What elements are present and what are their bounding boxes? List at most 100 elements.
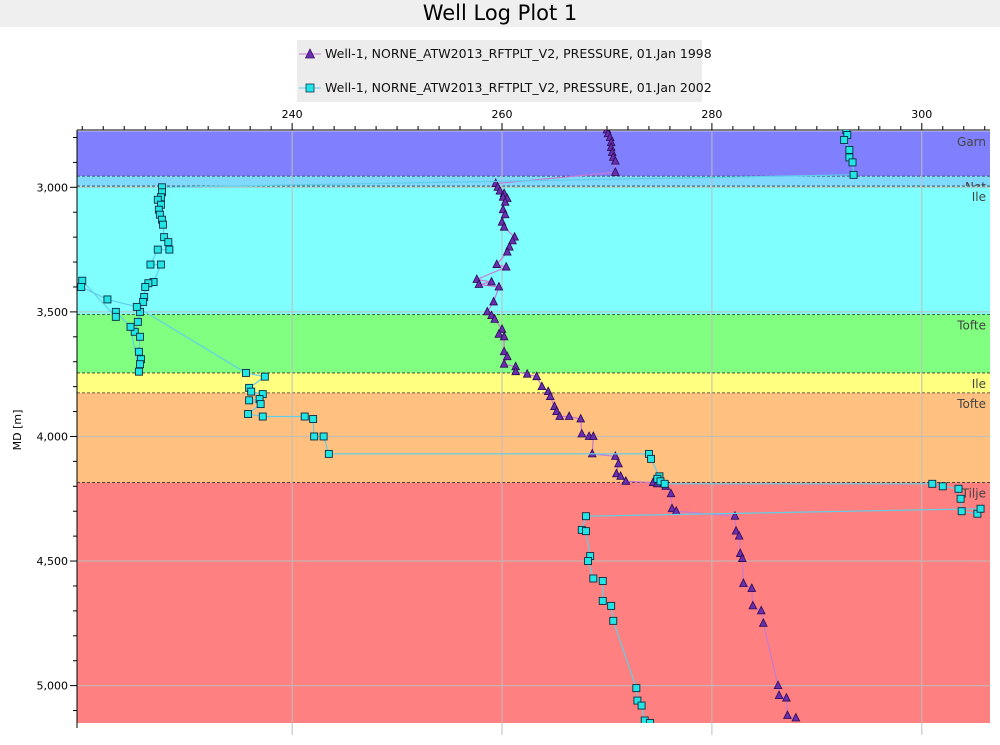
axes-layer: 240 260 280 300 3,000 3,500 4,000 4,500 5,000 bbox=[37, 108, 990, 728]
data-point bbox=[134, 347, 143, 356]
data-point bbox=[537, 381, 547, 391]
x-tick-label-2: 280 bbox=[701, 108, 722, 121]
grid-layer bbox=[77, 130, 990, 735]
series-0 bbox=[472, 130, 801, 722]
data-point bbox=[552, 406, 562, 415]
data-point bbox=[136, 360, 144, 369]
data-point bbox=[956, 494, 965, 503]
zones-layer: GarnNotIleTofteIleTofteTilje bbox=[77, 131, 990, 723]
data-point bbox=[245, 396, 254, 405]
x-tick-label-1: 260 bbox=[492, 108, 513, 121]
data-point bbox=[582, 512, 590, 521]
data-point bbox=[637, 701, 646, 710]
data-point bbox=[146, 260, 155, 269]
y-tick-label-2: 4,000 bbox=[37, 430, 69, 443]
data-point bbox=[607, 601, 616, 610]
data-point bbox=[576, 413, 586, 423]
y-tick-label-1: 3,500 bbox=[37, 306, 69, 319]
zone-label-4: Ile bbox=[972, 377, 986, 391]
zone-label-0: Garn bbox=[957, 135, 986, 149]
data-point bbox=[584, 557, 593, 565]
data-point bbox=[938, 482, 947, 491]
data-point bbox=[610, 166, 620, 176]
zone-band-5 bbox=[77, 392, 990, 483]
data-point bbox=[139, 297, 148, 306]
data-point bbox=[957, 507, 966, 516]
data-point bbox=[598, 577, 607, 585]
data-point bbox=[157, 260, 165, 269]
data-point bbox=[667, 503, 677, 513]
y-tick-label-3: 4,500 bbox=[37, 555, 69, 568]
data-point bbox=[258, 412, 267, 421]
data-point bbox=[256, 400, 265, 409]
data-point bbox=[598, 596, 607, 605]
data-point bbox=[508, 235, 517, 245]
data-point bbox=[660, 479, 669, 488]
data-point bbox=[582, 527, 590, 536]
legend-label-1998: Well-1, NORNE_ATW2013_RFTPLT_V2, PRESSUR… bbox=[325, 46, 712, 61]
data-point bbox=[300, 412, 309, 421]
data-point bbox=[500, 209, 510, 219]
data-point bbox=[247, 387, 256, 396]
data-point bbox=[621, 475, 631, 485]
data-point bbox=[260, 372, 269, 381]
data-point bbox=[159, 220, 168, 229]
data-point bbox=[545, 391, 555, 401]
legend-swatch-2002 bbox=[299, 83, 321, 93]
data-point bbox=[747, 583, 757, 592]
data-point bbox=[136, 332, 144, 341]
data-point bbox=[954, 484, 963, 493]
data-point bbox=[577, 428, 587, 438]
data-point bbox=[492, 259, 502, 268]
legend-item-1998[interactable]: Well-1, NORNE_ATW2013_RFTPLT_V2, PRESSUR… bbox=[297, 41, 712, 67]
data-point bbox=[522, 368, 532, 378]
title-bar: Well Log Plot 1 bbox=[0, 0, 1000, 27]
data-point bbox=[103, 295, 112, 304]
data-point bbox=[633, 696, 642, 705]
data-point bbox=[564, 411, 574, 420]
data-point bbox=[774, 690, 784, 699]
data-point bbox=[111, 312, 120, 321]
data-point bbox=[494, 281, 504, 291]
data-point bbox=[310, 432, 319, 441]
data-point bbox=[976, 504, 985, 513]
data-point bbox=[134, 367, 143, 376]
series-1 bbox=[77, 130, 985, 723]
data-point bbox=[242, 368, 250, 377]
data-point bbox=[848, 158, 857, 167]
data-point bbox=[324, 449, 333, 458]
data-point bbox=[738, 578, 748, 587]
data-point bbox=[474, 279, 484, 288]
y-axis-label: MD [m] bbox=[11, 410, 24, 451]
x-tick-label-3: 300 bbox=[911, 108, 932, 121]
data-point bbox=[511, 366, 521, 376]
legend-swatch-1998 bbox=[299, 48, 321, 59]
zone-band-0 bbox=[77, 131, 990, 177]
data-point bbox=[153, 245, 162, 254]
data-point bbox=[610, 155, 620, 165]
data-point bbox=[532, 371, 542, 381]
data-point bbox=[646, 719, 654, 723]
data-point bbox=[495, 185, 505, 195]
data-point bbox=[494, 328, 504, 338]
data-point bbox=[309, 415, 318, 423]
zone-band-2 bbox=[77, 186, 990, 315]
data-point bbox=[730, 510, 740, 520]
y-tick-label-0: 3,000 bbox=[37, 181, 69, 194]
legend-item-2002[interactable]: Well-1, NORNE_ATW2013_RFTPLT_V2, PRESSUR… bbox=[297, 75, 712, 101]
data-point bbox=[589, 574, 598, 583]
data-point bbox=[77, 283, 86, 291]
data-point bbox=[928, 479, 937, 488]
data-point bbox=[748, 600, 758, 610]
data-point bbox=[490, 313, 500, 323]
data-point bbox=[611, 468, 621, 478]
y-tick-label-4: 5,000 bbox=[37, 680, 69, 693]
data-point bbox=[737, 553, 747, 562]
data-point bbox=[132, 302, 141, 311]
zone-band-3 bbox=[77, 314, 990, 373]
series-layer bbox=[77, 130, 985, 723]
data-point bbox=[614, 458, 623, 468]
data-point bbox=[840, 136, 849, 144]
data-point bbox=[130, 327, 139, 336]
